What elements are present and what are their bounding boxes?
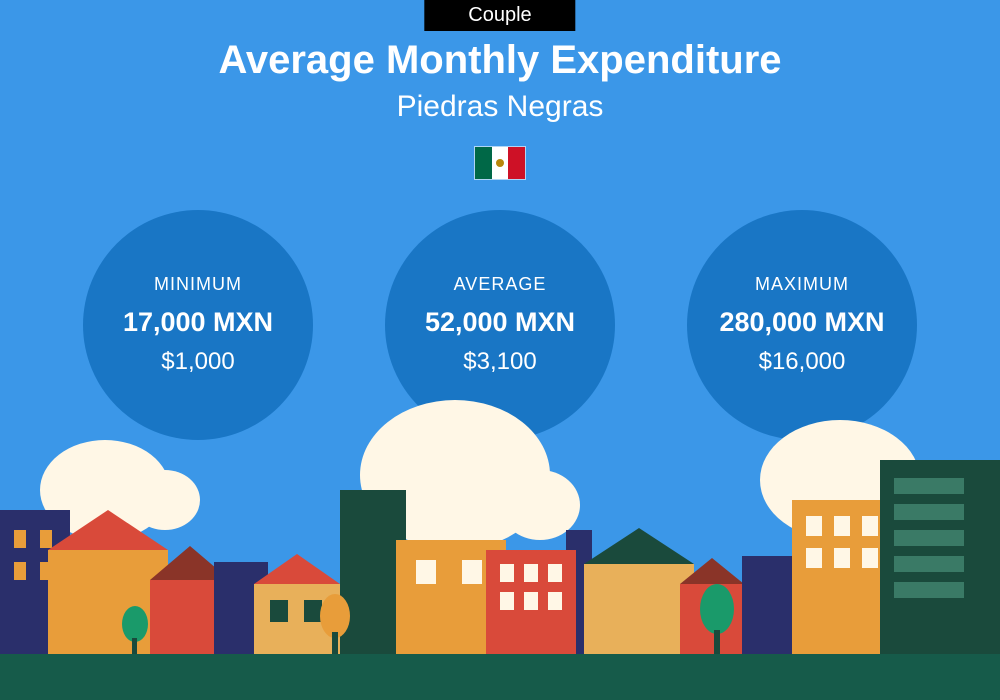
infographic-page: Couple Average Monthly Expenditure Piedr… xyxy=(0,0,1000,700)
building-icon xyxy=(880,460,1000,660)
tree-icon xyxy=(700,580,734,660)
tree-icon xyxy=(122,604,148,660)
stat-minimum: MINIMUM 17,000 MXN $1,000 xyxy=(83,210,313,440)
roof-icon xyxy=(254,554,340,584)
stat-value-usd: $3,100 xyxy=(463,348,536,376)
stat-value-local: 52,000 MXN xyxy=(425,307,575,338)
flag-stripe-white xyxy=(492,147,509,179)
building-icon xyxy=(584,564,694,660)
stat-value-local: 17,000 MXN xyxy=(123,307,273,338)
stat-value-usd: $16,000 xyxy=(759,348,846,376)
building-icon xyxy=(792,500,892,660)
mexico-flag-icon xyxy=(474,146,526,180)
category-badge: Couple xyxy=(424,0,575,31)
stat-label: MAXIMUM xyxy=(755,274,849,295)
flag-stripe-green xyxy=(475,147,492,179)
building-icon xyxy=(486,550,576,660)
tree-icon xyxy=(320,590,350,660)
stats-row: MINIMUM 17,000 MXN $1,000 AVERAGE 52,000… xyxy=(0,210,1000,440)
city-subtitle: Piedras Negras xyxy=(0,90,1000,124)
stat-label: AVERAGE xyxy=(454,274,547,295)
flag-stripe-red xyxy=(508,147,525,179)
roof-icon xyxy=(584,528,694,564)
stat-maximum: MAXIMUM 280,000 MXN $16,000 xyxy=(687,210,917,440)
stat-value-usd: $1,000 xyxy=(161,348,234,376)
stat-value-local: 280,000 MXN xyxy=(719,307,884,338)
roof-icon xyxy=(48,510,168,550)
page-title: Average Monthly Expenditure xyxy=(0,38,1000,83)
ground-strip xyxy=(0,654,1000,700)
cityscape-illustration xyxy=(0,420,1000,660)
stat-label: MINIMUM xyxy=(154,274,242,295)
